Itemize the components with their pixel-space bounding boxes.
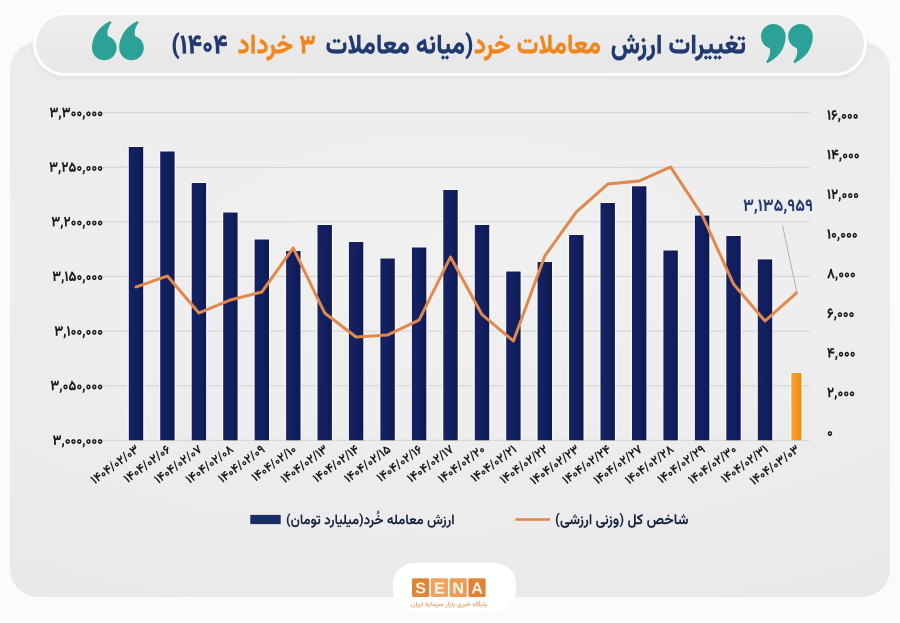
svg-text:E: E xyxy=(434,581,445,598)
svg-text:N: N xyxy=(452,581,464,598)
svg-text:S: S xyxy=(415,581,426,598)
svg-text:A: A xyxy=(471,581,483,598)
